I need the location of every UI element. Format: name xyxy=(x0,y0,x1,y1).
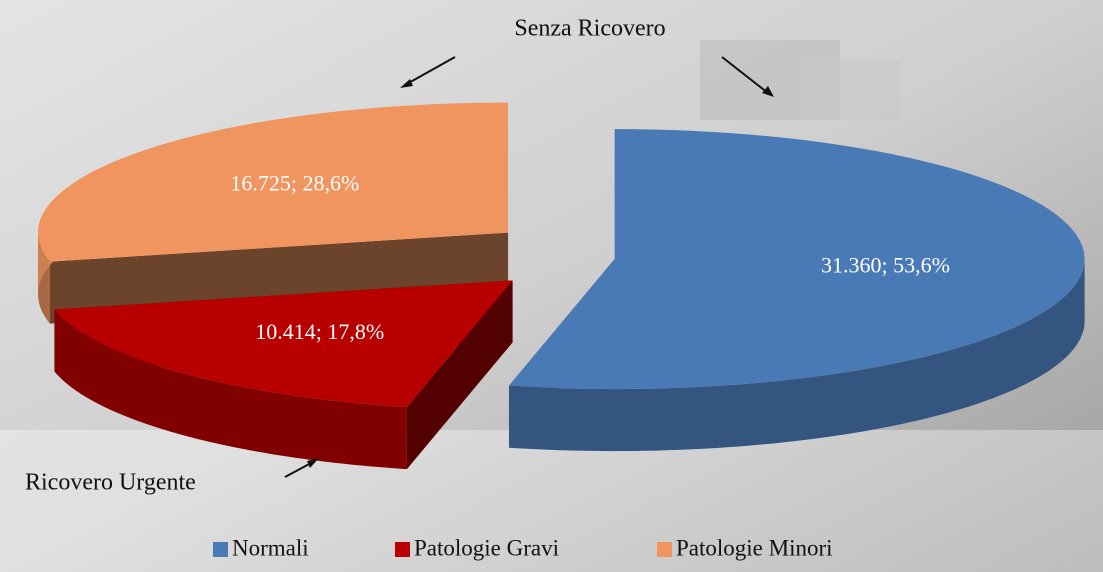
slice-top xyxy=(54,280,513,408)
slice: 16.725; 28,6% xyxy=(38,102,509,324)
pie: 16.725; 28,6% 10.414; 17,8% 31.360; 53,6% xyxy=(38,102,1085,470)
slice: 31.360; 53,6% xyxy=(508,129,1085,452)
annotation: Ricovero Urgente xyxy=(25,470,196,496)
annotation: Senza Ricovero xyxy=(514,16,665,42)
background-desk xyxy=(0,430,1103,572)
legend-label: Normali xyxy=(232,535,309,560)
legend-label: Patologie Gravi xyxy=(414,535,559,560)
legend-swatch xyxy=(657,542,672,557)
slice-top xyxy=(508,129,1085,390)
legend-swatch xyxy=(395,542,410,557)
arrow-head xyxy=(762,86,774,97)
slice: 10.414; 17,8% xyxy=(54,280,513,470)
background-screen xyxy=(800,60,900,120)
arrow xyxy=(721,56,769,94)
arrow xyxy=(404,56,456,86)
data-label: 16.725; 28,6% xyxy=(230,171,359,196)
data-label: 31.360; 53,6% xyxy=(821,253,950,278)
arrow xyxy=(284,461,314,478)
legend-swatch xyxy=(213,542,228,557)
arrow-head xyxy=(400,79,413,88)
slice-side xyxy=(508,259,1085,452)
data-label: 10.414; 17,8% xyxy=(255,319,384,344)
legend: Normali Patologie Gravi Patologie Minori xyxy=(213,535,833,560)
legend-label: Patologie Minori xyxy=(676,535,833,560)
slice-side xyxy=(54,309,407,470)
arrow-head xyxy=(307,458,319,468)
slice-top xyxy=(38,102,509,262)
